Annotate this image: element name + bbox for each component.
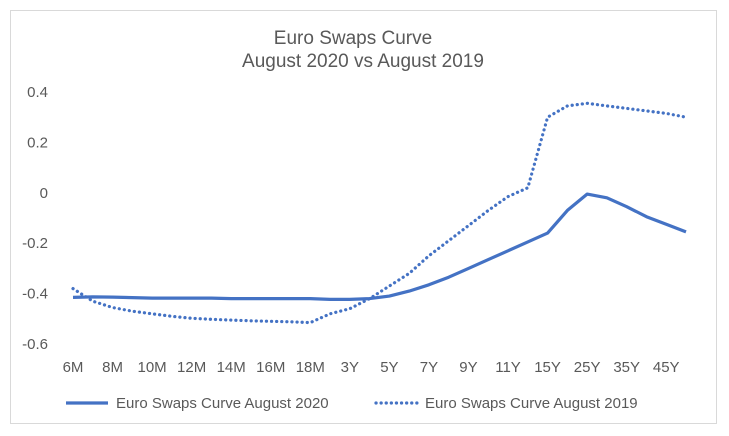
y-axis: 0.4 0.2 0 -0.2 -0.4 -0.6 (22, 84, 48, 353)
chart-title-line-1: Euro Swaps Curve (274, 28, 432, 49)
x-tick-label: 14M (217, 359, 246, 376)
y-tick-label: 0 (40, 185, 48, 202)
series-layer (71, 101, 688, 325)
legend-label: Euro Swaps Curve August 2020 (116, 395, 329, 412)
x-tick-label: 18M (296, 359, 325, 376)
x-tick-label: 8M (102, 359, 123, 376)
x-tick-label: 9Y (459, 359, 477, 376)
series-line-2019 (71, 101, 688, 325)
x-tick-label: 25Y (574, 359, 601, 376)
x-tick-label: 7Y (420, 359, 438, 376)
legend: Euro Swaps Curve August 2020 Euro Swaps C… (66, 395, 638, 412)
x-tick-label: 6M (63, 359, 84, 376)
x-tick-label: 16M (256, 359, 285, 376)
y-tick-label: 0.4 (27, 84, 48, 101)
y-tick-label: -0.6 (22, 336, 48, 353)
series-line-2020 (72, 192, 687, 301)
x-tick-label: 11Y (495, 359, 521, 376)
x-tick-label: 5Y (380, 359, 398, 376)
legend-label: Euro Swaps Curve August 2019 (425, 395, 638, 412)
x-tick-label: 15Y (534, 359, 561, 376)
x-tick-label: 10M (138, 359, 167, 376)
x-tick-label: 45Y (653, 359, 680, 376)
x-tick-label: 35Y (613, 359, 640, 376)
y-tick-label: -0.2 (22, 235, 48, 252)
y-tick-label: -0.4 (22, 286, 48, 303)
x-tick-label: 12M (177, 359, 206, 376)
x-tick-label: 3Y (341, 359, 359, 376)
x-axis: 6M 8M 10M 12M 14M 16M 18M 3Y 5Y 7Y 9Y 11Y 15Y 25Y 35Y 4… (63, 359, 680, 376)
y-tick-label: 0.2 (27, 134, 48, 151)
chart-title-line-2: August 2020 vs August 2019 (242, 51, 484, 72)
chart-frame: Euro Swaps Curve August 2020 vs August 2… (10, 10, 717, 424)
line-chart: Euro Swaps Curve August 2020 vs August 2… (22, 28, 688, 412)
